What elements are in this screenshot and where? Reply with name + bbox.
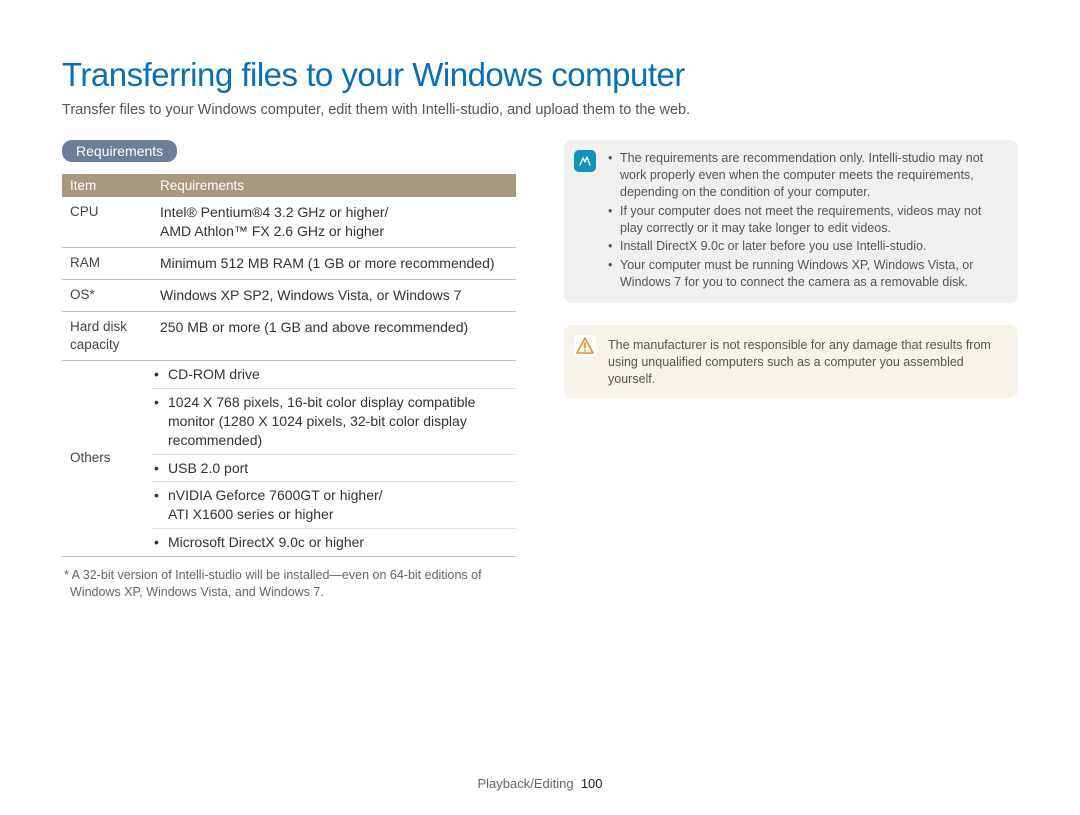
page-title: Transferring files to your Windows compu… (62, 56, 1018, 94)
list-item: nVIDIA Geforce 7600GT or higher/ATI X160… (152, 482, 516, 529)
cell-req: Intel® Pentium®4 3.2 GHz or higher/AMD A… (152, 197, 516, 247)
requirements-badge: Requirements (62, 140, 177, 162)
cell-req: Windows XP SP2, Windows Vista, or Window… (152, 279, 516, 311)
cell-item: CPU (62, 197, 152, 247)
list-item: 1024 X 768 pixels, 16-bit color display … (152, 389, 516, 455)
info-note-box: The requirements are recommendation only… (564, 140, 1018, 303)
footer-section: Playback/Editing (477, 776, 573, 791)
list-item: USB 2.0 port (152, 455, 516, 483)
warning-note-box: The manufacturer is not responsible for … (564, 325, 1018, 398)
warning-text: The manufacturer is not responsible for … (608, 335, 1004, 388)
table-row: OS* Windows XP SP2, Windows Vista, or Wi… (62, 279, 516, 311)
table-row: CPU Intel® Pentium®4 3.2 GHz or higher/A… (62, 197, 516, 247)
list-item: Install DirectX 9.0c or later before you… (608, 238, 1004, 255)
list-item: CD-ROM drive (152, 361, 516, 389)
warning-icon (574, 335, 596, 357)
table-row-others: Others CD-ROM drive 1024 X 768 pixels, 1… (62, 361, 516, 557)
list-item: Your computer must be running Windows XP… (608, 257, 1004, 291)
note-icon (574, 150, 596, 172)
requirements-table: Item Requirements CPU Intel® Pentium®4 3… (62, 174, 516, 557)
list-item: Microsoft DirectX 9.0c or higher (152, 529, 516, 556)
cell-item: OS* (62, 279, 152, 311)
cell-req-others: CD-ROM drive 1024 X 768 pixels, 16-bit c… (152, 361, 516, 557)
page-footer: Playback/Editing 100 (0, 776, 1080, 791)
footnote: * A 32-bit version of Intelli-studio wil… (62, 567, 516, 601)
col-req: Requirements (152, 174, 516, 197)
intro-text: Transfer files to your Windows computer,… (62, 102, 1018, 118)
table-row: Hard disk capacity 250 MB or more (1 GB … (62, 311, 516, 360)
cell-item: Others (62, 361, 152, 557)
cell-item: Hard disk capacity (62, 311, 152, 360)
col-item: Item (62, 174, 152, 197)
list-item: If your computer does not meet the requi… (608, 203, 1004, 237)
cell-req: 250 MB or more (1 GB and above recommend… (152, 311, 516, 360)
list-item: The requirements are recommendation only… (608, 150, 1004, 201)
table-row: RAM Minimum 512 MB RAM (1 GB or more rec… (62, 247, 516, 279)
cell-req: Minimum 512 MB RAM (1 GB or more recomme… (152, 247, 516, 279)
footer-page-number: 100 (581, 776, 603, 791)
cell-item: RAM (62, 247, 152, 279)
